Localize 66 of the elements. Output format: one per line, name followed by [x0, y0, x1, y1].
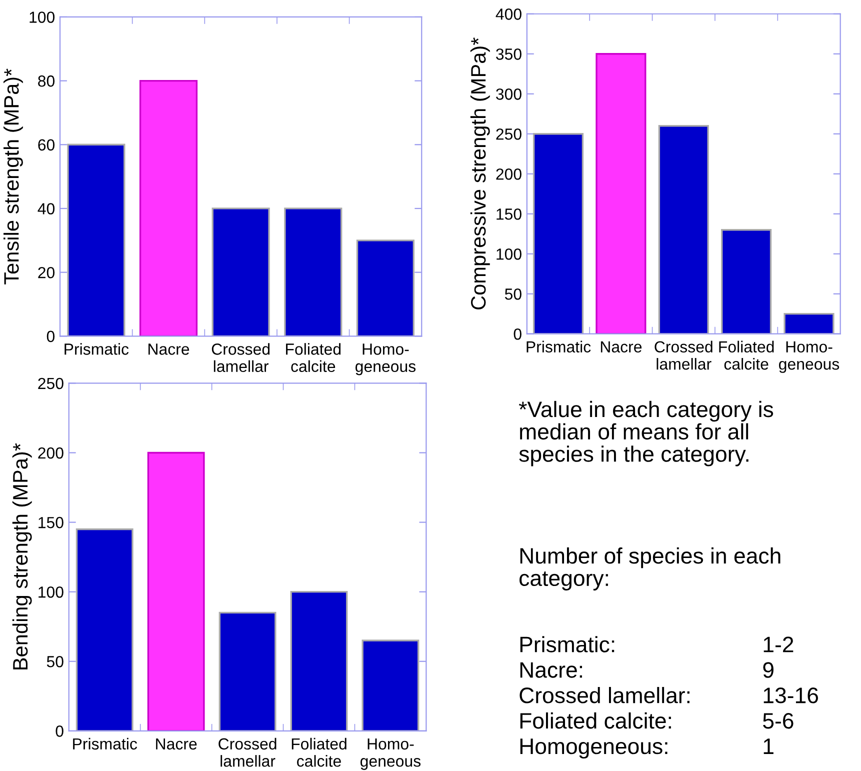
- x-tick-label: Homo- geneous: [356, 344, 416, 376]
- bar: [76, 528, 134, 731]
- y-axis-title: Tensile strength (MPa)*: [4, 68, 23, 284]
- y-tick-label: 100: [38, 586, 64, 598]
- y-tick-label: 250: [38, 378, 64, 390]
- x-tick-label: Crossed lamellar: [218, 738, 276, 767]
- y-tick-label: 150: [496, 208, 522, 220]
- bar: [212, 208, 270, 336]
- bar: [658, 125, 709, 334]
- y-tick-label: 0: [46, 330, 55, 342]
- x-tick-label: Crossed lamellar: [654, 340, 712, 370]
- x-tick-label: Prismatic: [64, 343, 129, 355]
- y-tick-label: 200: [496, 168, 522, 180]
- y-tick-label: 350: [496, 48, 522, 60]
- text: Crossed lamellar:: [520, 686, 690, 704]
- x-tick-label: Nacre: [156, 738, 197, 750]
- bar: [596, 53, 646, 334]
- y-axis-title: Bending strength (MPa)*: [12, 443, 32, 670]
- y-tick-label: 250: [496, 128, 522, 140]
- text: Foliated calcite:: [520, 712, 671, 729]
- text: 9: [763, 662, 774, 678]
- y-tick-label: 60: [38, 139, 55, 151]
- y-tick-label: 0: [514, 328, 522, 340]
- x-tick-label: Nacre: [600, 341, 642, 353]
- text: 1-2: [764, 636, 794, 652]
- y-tick-label: 0: [56, 726, 64, 737]
- x-tick-label: Homo- geneous: [779, 341, 840, 373]
- y-tick-label: 300: [496, 88, 522, 100]
- bar: [139, 80, 198, 336]
- text: Number of species in each category:: [520, 547, 780, 590]
- y-tick-label: 150: [38, 516, 64, 528]
- bar: [290, 590, 348, 731]
- y-tick-label: 100: [30, 12, 55, 23]
- text: 1: [764, 738, 774, 754]
- bar: [147, 452, 205, 731]
- y-tick-label: 80: [38, 75, 55, 87]
- y-tick-label: 200: [38, 447, 64, 459]
- bar: [532, 133, 584, 334]
- bar: [784, 313, 834, 334]
- x-tick-label: Crossed lamellar: [212, 343, 270, 372]
- bar: [356, 240, 415, 336]
- x-tick-label: Homo- geneous: [360, 738, 421, 770]
- bar: [362, 640, 420, 731]
- y-tick-label: 400: [496, 8, 522, 20]
- x-tick-label: Nacre: [148, 344, 190, 355]
- x-tick-label: Foliated calcite: [719, 340, 774, 370]
- text: 13-16: [764, 688, 818, 704]
- text: 5-6: [763, 712, 794, 729]
- y-tick-label: 20: [38, 266, 55, 278]
- y-tick-label: 100: [496, 248, 522, 260]
- bar: [721, 229, 772, 334]
- x-tick-label: Foliated calcite: [292, 738, 346, 767]
- text: Prismatic:: [520, 636, 614, 652]
- y-axis-title: Compressive strength (MPa)*: [470, 38, 490, 310]
- bar: [218, 612, 276, 731]
- y-tick-label: 40: [38, 203, 55, 214]
- x-tick-label: Prismatic: [73, 738, 138, 750]
- bar: [284, 208, 342, 336]
- y-tick-label: 50: [504, 288, 522, 300]
- text: Homogeneous:: [520, 738, 668, 759]
- y-tick-label: 50: [46, 656, 64, 668]
- text: *Value in each category is median of means for all species in the category.: [518, 400, 774, 466]
- x-tick-label: Prismatic: [526, 340, 591, 353]
- x-tick-label: Foliated calcite: [286, 343, 341, 372]
- text: Nacre:: [520, 662, 582, 678]
- bar: [67, 144, 126, 336]
